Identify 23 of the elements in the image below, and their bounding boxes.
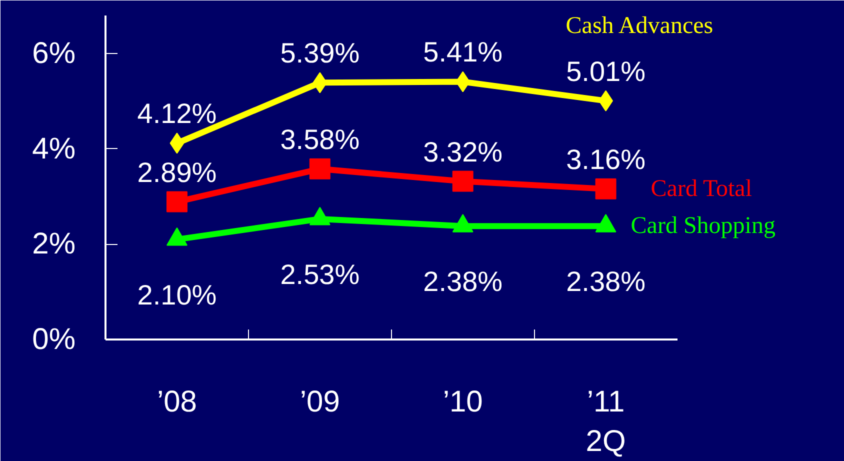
x-tick-label: ’10	[442, 386, 483, 418]
series-label: Card Shopping	[630, 213, 776, 240]
x-tick-label: ’09	[300, 386, 340, 418]
data-label: 2.10%	[137, 279, 217, 310]
data-label: 3.32%	[423, 136, 503, 168]
y-tick-label: 0%	[32, 323, 76, 356]
y-tick-label: 6%	[32, 37, 76, 70]
text: Cash Advances	[566, 12, 714, 39]
data-label: 2.38%	[423, 266, 503, 298]
series-label: Card Total	[650, 176, 752, 202]
data-label: 5.01%	[566, 56, 646, 87]
data-label: 3.16%	[566, 144, 646, 175]
y-tick-label: 2%	[32, 228, 76, 261]
x-tick-label: ’08	[156, 386, 197, 418]
data-label: 2.53%	[280, 258, 360, 290]
data-label: 2.89%	[137, 156, 217, 188]
data-label: 5.39%	[280, 38, 360, 69]
data-label: 4.12%	[137, 98, 217, 130]
data-label: 3.58%	[280, 124, 360, 155]
y-tick-label: 4%	[32, 132, 76, 166]
x-tick-label: ’11 2Q	[586, 386, 626, 458]
data-label: 5.41%	[423, 36, 503, 68]
data-label: 2.38%	[566, 266, 646, 298]
